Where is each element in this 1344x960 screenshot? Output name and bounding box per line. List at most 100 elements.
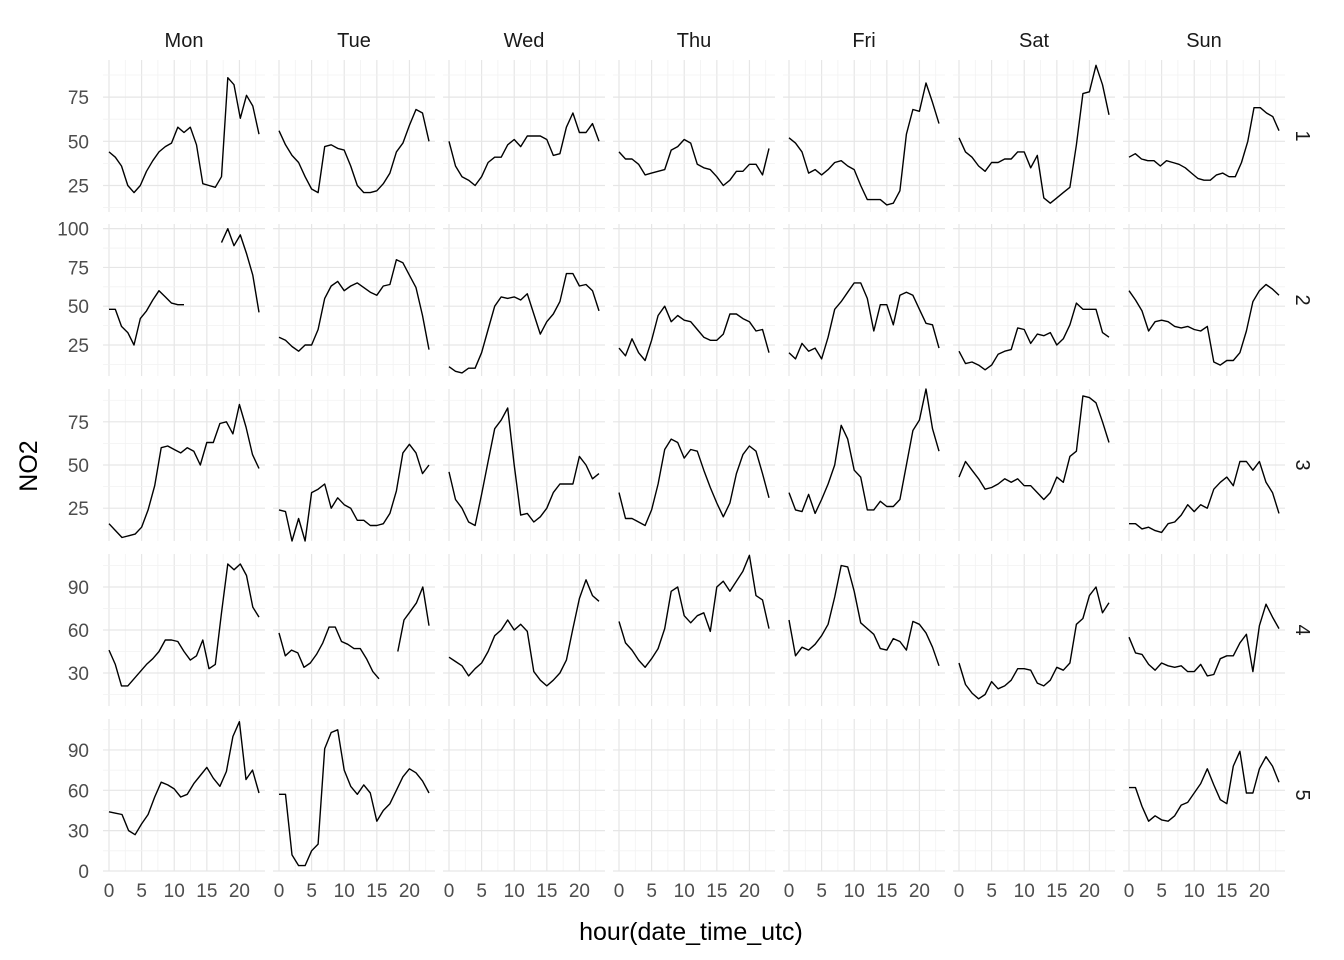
series-line-thu-3 [618, 438, 770, 527]
series-line-wed-3 [448, 407, 600, 527]
y-tick-label: 75 [68, 88, 89, 109]
series-line-fri-1 [788, 82, 940, 206]
y-tick-label: 25 [68, 336, 89, 357]
x-tick-label: 20 [1079, 881, 1100, 902]
series-line-mon-1 [108, 77, 260, 194]
x-tick-label: 20 [909, 881, 930, 902]
facet-column-label: Thu [677, 30, 711, 52]
y-tick-label: 50 [68, 297, 89, 318]
facet-row-label: 1 [1291, 130, 1313, 141]
x-axis-title: hour(date_time_utc) [579, 918, 803, 946]
x-tick-label: 0 [614, 881, 625, 902]
series-line-tue-4 [278, 586, 430, 680]
gridlines [103, 60, 1285, 872]
series-line-thu-2 [618, 305, 770, 362]
series-line-tue-3 [278, 443, 430, 542]
x-tick-label: 15 [1046, 881, 1067, 902]
series-line-thu-4 [618, 554, 770, 668]
y-tick-label: 25 [68, 176, 89, 197]
series-line-sun-4 [1128, 603, 1280, 677]
series-line-sun-1 [1128, 107, 1280, 181]
x-tick-label: 0 [954, 881, 965, 902]
x-tick-label: 5 [136, 881, 147, 902]
series-line-wed-4 [448, 579, 600, 687]
series-line-mon-4 [108, 563, 260, 687]
facet-column-label: Mon [165, 30, 204, 52]
x-tick-label: 10 [844, 881, 865, 902]
facet-row-label: 5 [1291, 789, 1313, 800]
series-line-sat-3 [958, 395, 1110, 501]
series-line-fri-4 [788, 564, 940, 667]
y-tick-label: 60 [68, 621, 89, 642]
series-line-sat-1 [958, 64, 1110, 204]
y-tick-label: 50 [68, 456, 89, 477]
series-line-thu-1 [618, 138, 770, 187]
x-tick-label: 5 [986, 881, 997, 902]
series-line-tue-1 [278, 108, 430, 194]
series-line-mon-3 [108, 403, 260, 539]
y-tick-labels: 25 50 75 25 50 75 100 25 50 75 30 60 90 0 30 60 90 [57, 88, 89, 883]
y-tick-label: 90 [68, 741, 89, 762]
x-tick-label: 5 [476, 881, 487, 902]
x-tick-label: 20 [739, 881, 760, 902]
x-tick-label: 0 [1124, 881, 1135, 902]
series-line-fri-2 [788, 282, 940, 360]
facet-strip-labels: Mon Tue Wed Thu Fri Sat Sun 1 2 3 4 5 [165, 30, 1313, 801]
facet-column-label: Tue [337, 30, 371, 52]
y-tick-label: 60 [68, 781, 89, 802]
x-tick-label: 5 [1156, 881, 1167, 902]
x-tick-label: 10 [164, 881, 185, 902]
y-tick-label: 75 [68, 258, 89, 279]
x-tick-labels: 0 5 10 15 20 0 5 10 15 20 0 5 10 15 20 0 5 10 15 20 0 5 10 15 20… [104, 881, 1270, 902]
facet-column-label: Wed [504, 30, 545, 52]
x-tick-label: 10 [334, 881, 355, 902]
y-tick-label: 0 [78, 862, 89, 883]
y-tick-label: 90 [68, 578, 89, 599]
series-line-sun-3 [1129, 460, 1280, 534]
series-line-tue-5 [279, 729, 430, 867]
x-tick-label: 20 [229, 881, 250, 902]
series-line-sun-5 [1129, 750, 1280, 822]
x-tick-label: 5 [306, 881, 317, 902]
series-line-sat-2 [958, 302, 1110, 371]
x-tick-label: 15 [876, 881, 897, 902]
y-axis-title: NO2 [15, 440, 43, 491]
series-line-wed-1 [448, 112, 600, 187]
series-line-sun-2 [1128, 283, 1280, 366]
series-line-mon-2 [109, 228, 260, 346]
y-tick-label: 75 [68, 413, 89, 434]
y-tick-label: 30 [68, 664, 89, 685]
facet-column-label: Fri [852, 30, 875, 52]
x-tick-label: 5 [816, 881, 827, 902]
x-tick-label: 10 [674, 881, 695, 902]
x-tick-label: 10 [504, 881, 525, 902]
x-tick-label: 10 [1184, 881, 1205, 902]
facet-column-label: Sat [1019, 30, 1049, 52]
y-tick-label: 100 [57, 220, 89, 241]
series-lines [108, 64, 1280, 867]
x-tick-label: 15 [196, 881, 217, 902]
facet-column-label: Sun [1186, 30, 1222, 52]
x-tick-label: 5 [646, 881, 657, 902]
x-tick-label: 0 [444, 881, 455, 902]
x-tick-label: 15 [706, 881, 727, 902]
x-tick-label: 20 [1249, 881, 1270, 902]
series-line-wed-2 [448, 272, 600, 374]
series-line-fri-3 [788, 388, 940, 515]
series-line-sat-4 [958, 586, 1110, 700]
x-tick-label: 20 [569, 881, 590, 902]
x-tick-label: 20 [399, 881, 420, 902]
x-tick-label: 0 [274, 881, 285, 902]
x-tick-label: 10 [1014, 881, 1035, 902]
x-tick-label: 15 [536, 881, 557, 902]
y-tick-label: 25 [68, 499, 89, 520]
x-tick-label: 0 [104, 881, 115, 902]
x-tick-label: 0 [784, 881, 795, 902]
facet-row-label: 4 [1291, 624, 1313, 635]
series-line-tue-2 [278, 259, 430, 352]
x-tick-label: 15 [366, 881, 387, 902]
facet-row-label: 3 [1291, 459, 1313, 470]
x-tick-label: 15 [1216, 881, 1237, 902]
y-tick-label: 50 [68, 132, 89, 153]
